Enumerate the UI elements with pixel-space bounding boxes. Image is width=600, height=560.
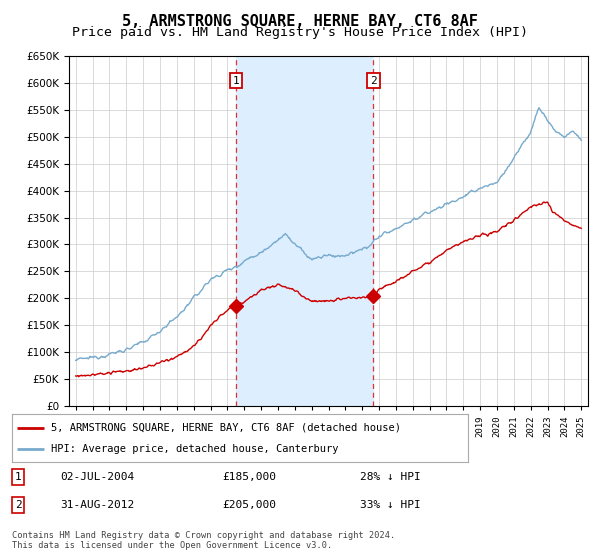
- Text: 28% ↓ HPI: 28% ↓ HPI: [360, 472, 421, 482]
- Text: 1: 1: [14, 472, 22, 482]
- Bar: [236, 56, 373, 406]
- Text: Contains HM Land Registry data © Crown copyright and database right 2024.: Contains HM Land Registry data © Crown c…: [12, 531, 395, 540]
- Text: This data is licensed under the Open Government Licence v3.0.: This data is licensed under the Open Gov…: [12, 541, 332, 550]
- Text: £185,000: £185,000: [222, 472, 276, 482]
- Text: 2: 2: [370, 76, 377, 86]
- Text: £205,000: £205,000: [222, 500, 276, 510]
- Text: 33% ↓ HPI: 33% ↓ HPI: [360, 500, 421, 510]
- Text: 5, ARMSTRONG SQUARE, HERNE BAY, CT6 8AF: 5, ARMSTRONG SQUARE, HERNE BAY, CT6 8AF: [122, 14, 478, 29]
- Text: Price paid vs. HM Land Registry's House Price Index (HPI): Price paid vs. HM Land Registry's House …: [72, 26, 528, 39]
- Text: 02-JUL-2004: 02-JUL-2004: [60, 472, 134, 482]
- Text: 31-AUG-2012: 31-AUG-2012: [60, 500, 134, 510]
- Text: 2: 2: [14, 500, 22, 510]
- Text: 1: 1: [232, 76, 239, 86]
- Text: 5, ARMSTRONG SQUARE, HERNE BAY, CT6 8AF (detached house): 5, ARMSTRONG SQUARE, HERNE BAY, CT6 8AF …: [51, 423, 401, 433]
- Text: HPI: Average price, detached house, Canterbury: HPI: Average price, detached house, Cant…: [51, 444, 338, 454]
